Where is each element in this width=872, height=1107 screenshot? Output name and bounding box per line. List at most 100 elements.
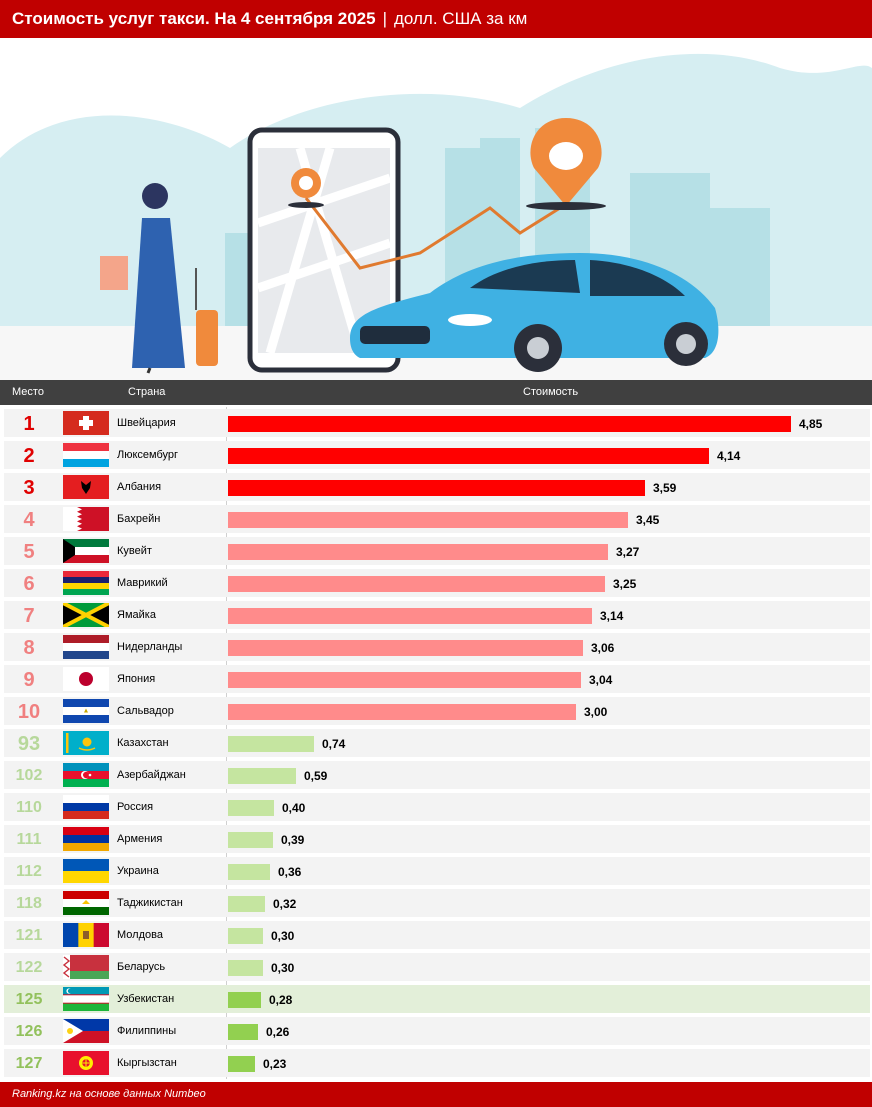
value-label: 3,27 [616,545,640,559]
table-row: 4 Бахрейн 3,45 [0,505,872,533]
rank-label: 110 [16,799,42,816]
value-label: 0,23 [263,1057,287,1071]
country-label: Молдова [117,929,163,941]
value-label: 3,00 [584,705,608,719]
bar [228,704,576,720]
bar [228,960,263,976]
rank-label: 8 [23,637,35,659]
woman-figure [100,183,218,374]
table-row: 8 Нидерланды 3,06 [0,633,872,661]
rank-label: 127 [15,1055,43,1072]
footer-bar: Ranking.kz на основе данных Numbeo [0,1082,872,1107]
value-label: 3,59 [653,481,677,495]
bar [228,736,314,752]
table-row: 2 Люксембург 4,14 [0,441,872,469]
table-row: 7 Ямайка 3,14 [0,601,872,629]
el-salvador-flag [63,699,109,723]
country-label: Кыргызстан [117,1057,177,1069]
country-label: Россия [117,801,154,813]
value-label: 0,74 [322,737,346,751]
rank-label: 5 [23,541,35,563]
azerbaijan-flag [63,763,109,787]
table-row: 93 Казахстан 0,74 [0,729,872,757]
location-pin-icon [526,118,606,210]
value-label: 3,45 [636,513,660,527]
bar [228,480,645,496]
value-label: 0,59 [304,769,328,783]
kyrgyzstan-flag [63,1051,109,1075]
rank-label: 126 [15,1023,43,1040]
rank-label: 6 [23,573,35,595]
rank-label: 1 [23,413,35,435]
row-background [4,793,870,821]
value-label: 4,14 [717,449,741,463]
title-text: Стоимость услуг такси. На 4 сентября 202… [12,9,376,28]
country-label: Таджикистан [117,897,183,909]
uzbekistan-flag [63,987,109,1011]
country-label: Армения [117,833,163,845]
country-label: Кувейт [117,545,152,557]
chart-title: Стоимость услуг такси. На 4 сентября 202… [12,9,527,29]
country-label: Казахстан [117,737,169,749]
row-background [4,857,870,885]
row-background [4,1049,870,1077]
country-label: Ямайка [117,609,156,621]
row-background [4,825,870,853]
row-background [4,729,870,757]
bar [228,512,628,528]
value-label: 0,30 [271,961,295,975]
table-row: 6 Маврикий 3,25 [0,569,872,597]
table-row: 102 Азербайджан 0,59 [0,761,872,789]
rank-label: 112 [16,863,42,880]
rank-label: 9 [23,669,35,691]
bar [228,800,274,816]
rank-label: 2 [23,445,35,467]
netherlands-flag [63,635,109,659]
tajikistan-flag [63,891,109,915]
taxi-car-icon [350,253,719,372]
table-row: 126 Филиппины 0,26 [0,1017,872,1045]
bahrain-flag [63,507,109,531]
country-label: Маврикий [117,577,168,589]
bar [228,576,605,592]
country-label: Нидерланды [117,641,183,653]
rank-label: 93 [17,733,41,755]
table-row: 3 Албания 3,59 [0,473,872,501]
rank-label: 122 [15,959,43,976]
country-label: Украина [117,865,159,877]
rank-label: 111 [16,831,42,848]
rank-label: 7 [23,605,35,627]
table-row: 121 Молдова 0,30 [0,921,872,949]
row-background [4,889,870,917]
bar [228,992,261,1008]
country-label: Азербайджан [117,769,186,781]
albania-flag [63,475,109,499]
value-label: 3,04 [589,673,613,687]
bar [228,672,581,688]
jamaica-flag [63,603,109,627]
units-text: долл. США за км [394,9,528,28]
value-label: 4,85 [799,417,823,431]
table-row: 9 Япония 3,04 [0,665,872,693]
row-background [4,761,870,789]
taxi-illustration [0,38,872,380]
title-separator: | [382,9,388,28]
table-row: 112 Украина 0,36 [0,857,872,885]
country-label: Швейцария [117,417,176,429]
value-label: 0,26 [266,1025,290,1039]
belarus-flag [63,955,109,979]
country-label: Бахрейн [117,513,161,525]
row-background [4,1017,870,1045]
bar [228,448,709,464]
rank-label: 10 [17,701,41,723]
row-background [4,953,870,981]
country-label: Сальвадор [117,705,174,717]
kazakhstan-flag [63,731,109,755]
value-label: 3,06 [591,641,615,655]
country-label: Узбекистан [117,993,175,1005]
table-row: 111 Армения 0,39 [0,825,872,853]
table-row: 122 Беларусь 0,30 [0,953,872,981]
table-row: 110 Россия 0,40 [0,793,872,821]
value-label: 0,32 [273,897,297,911]
value-label: 0,28 [269,993,293,1007]
